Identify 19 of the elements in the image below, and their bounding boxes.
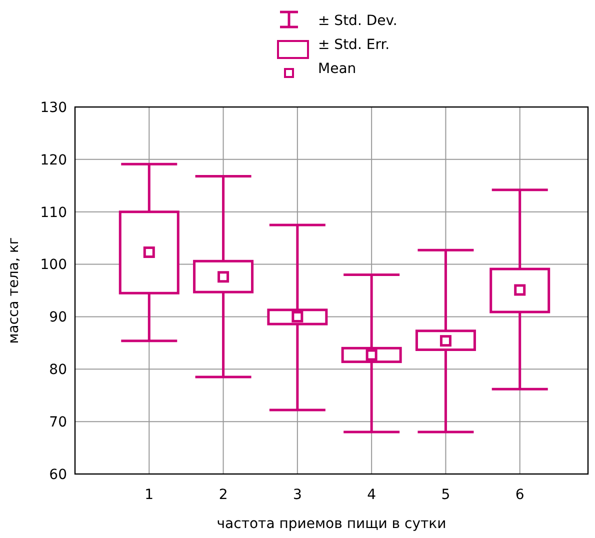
x-tick-label: 1 <box>144 487 154 503</box>
y-tick-label: 90 <box>49 310 67 326</box>
x-tick-label: 4 <box>367 487 376 503</box>
x-axis-title: частота приемов пищи в сутки <box>216 516 446 532</box>
x-tick-label: 3 <box>292 487 302 503</box>
y-axis-title: масса тела, кг <box>6 237 22 344</box>
x-tick-label: 5 <box>441 487 450 503</box>
x-tick-label: 6 <box>515 487 524 503</box>
y-tick-label: 70 <box>49 414 67 430</box>
text: ± Std. Dev. <box>318 13 398 29</box>
y-tick-label: 120 <box>40 152 67 168</box>
y-tick-label: 110 <box>40 204 67 221</box>
y-tick-label: 100 <box>40 257 67 274</box>
y-tick-label: 60 <box>49 466 67 483</box>
text: ± Std. Err. <box>318 37 390 53</box>
text: Mean <box>318 61 356 77</box>
y-tick-label: 130 <box>40 100 67 116</box>
x-tick-label: 2 <box>218 487 228 503</box>
y-tick-label: 80 <box>49 362 67 378</box>
